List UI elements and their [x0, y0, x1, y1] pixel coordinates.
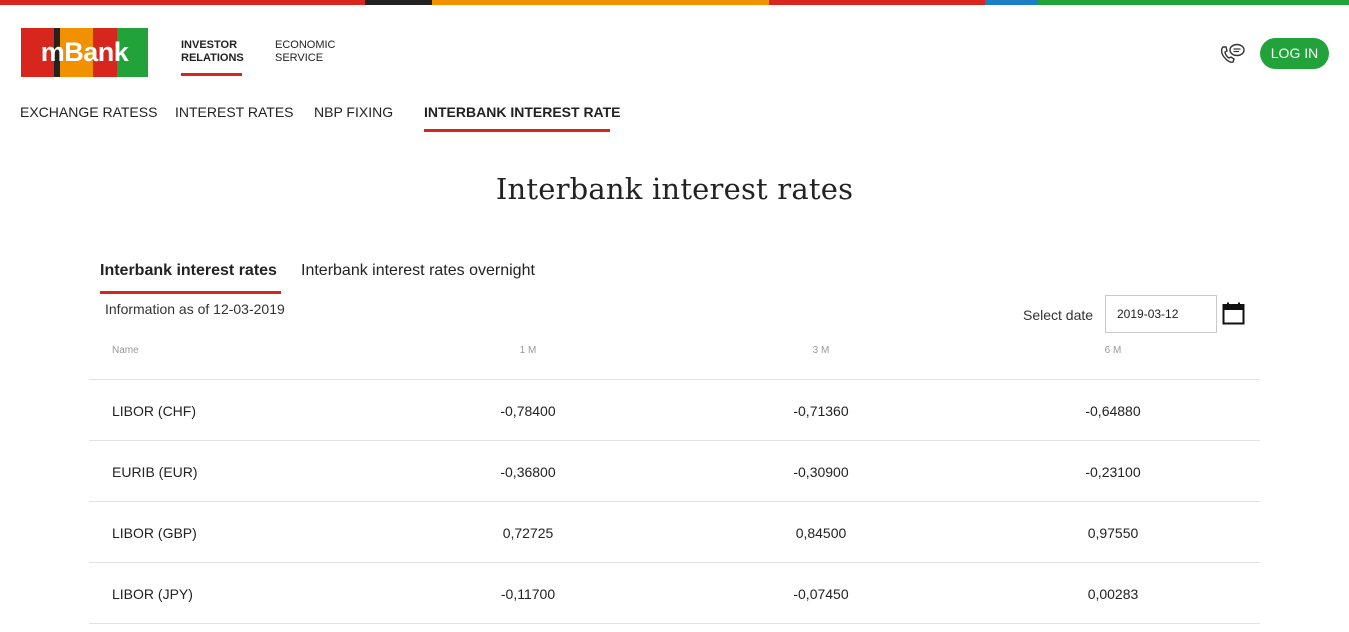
row-name: LIBOR (GBP) [112, 525, 197, 541]
column-header-name: Name [112, 345, 139, 356]
stripe-green [1038, 0, 1349, 5]
nav-economic-service[interactable]: ECONOMIC SERVICE [275, 39, 345, 65]
date-input[interactable] [1105, 295, 1217, 333]
column-header-1m: 1 M [519, 345, 537, 356]
mbank-logo[interactable]: mBank [21, 28, 148, 77]
login-button[interactable]: LOG IN [1260, 38, 1329, 69]
stripe-red-2 [769, 0, 985, 5]
subnav-active-underline [424, 129, 610, 132]
column-header-6m: 6 M [1104, 345, 1122, 356]
rate-6m: -0,23100 [1085, 464, 1141, 480]
phone-chat-icon[interactable] [1218, 41, 1246, 65]
tab-interbank-interest-rates[interactable]: Interbank interest rates [100, 262, 277, 279]
nav-label: ECONOMIC SERVICE [275, 39, 336, 64]
column-header-3m: 3 M [812, 345, 830, 356]
table-divider [89, 501, 1260, 502]
rate-6m: -0,64880 [1085, 403, 1141, 419]
nav-investor-relations[interactable]: INVESTOR RELATIONS [181, 39, 251, 65]
table-divider [89, 440, 1260, 441]
row-name: LIBOR (CHF) [112, 403, 196, 419]
stripe-red [0, 0, 365, 5]
info-date-text: Information as of 12-03-2019 [105, 301, 285, 317]
subnav-nbp-fixing[interactable]: NBP FIXING [314, 104, 394, 120]
rate-3m: -0,07450 [793, 586, 849, 602]
subnav-exchange-rates[interactable]: EXCHANGE RATESS [20, 104, 158, 120]
stripe-orange [432, 0, 769, 5]
rate-3m: -0,71360 [793, 403, 849, 419]
subnav-interest-rates[interactable]: INTEREST RATES [175, 104, 294, 120]
stripe-black [365, 0, 432, 5]
rate-6m: 0,00283 [1087, 586, 1139, 602]
row-name: EURIB (EUR) [112, 464, 198, 480]
stripe-blue [985, 0, 1038, 5]
tab-interbank-interest-rates-overnight[interactable]: Interbank interest rates overnight [301, 262, 535, 279]
table-divider [89, 623, 1260, 624]
calendar-icon[interactable] [1222, 302, 1245, 325]
nav-label: INVESTOR RELATIONS [181, 39, 244, 64]
rate-1m: -0,78400 [500, 403, 556, 419]
rate-1m: -0,11700 [500, 586, 556, 602]
row-name: LIBOR (JPY) [112, 586, 193, 602]
rate-1m: -0,36800 [500, 464, 556, 480]
tab-active-underline [100, 291, 281, 294]
rate-3m: 0,84500 [795, 525, 847, 541]
rate-3m: -0,30900 [793, 464, 849, 480]
top-color-stripe [0, 0, 1349, 5]
nav-active-underline [181, 73, 242, 76]
rate-1m: 0,72725 [502, 525, 554, 541]
logo-text: mBank [40, 37, 129, 67]
select-date-label: Select date [1023, 307, 1094, 323]
subnav-interbank-interest-rate[interactable]: INTERBANK INTEREST RATE [424, 104, 621, 120]
page-title: Interbank interest rates [495, 172, 854, 206]
table-divider [89, 379, 1260, 380]
rate-6m: 0,97550 [1087, 525, 1139, 541]
table-divider [89, 562, 1260, 563]
